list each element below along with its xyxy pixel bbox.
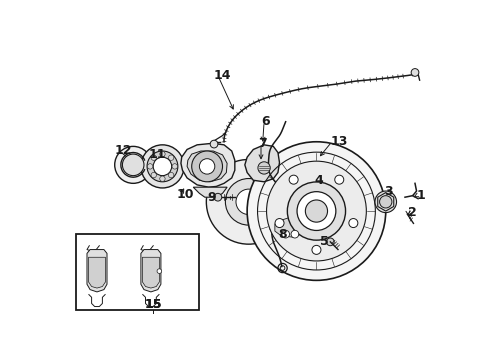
Circle shape [141, 145, 183, 188]
Circle shape [334, 175, 343, 184]
Circle shape [151, 155, 156, 161]
Circle shape [206, 159, 290, 244]
Circle shape [281, 230, 289, 238]
Polygon shape [141, 249, 161, 292]
Polygon shape [181, 143, 234, 187]
Text: 6: 6 [261, 115, 269, 128]
Circle shape [153, 157, 171, 176]
Circle shape [168, 155, 174, 161]
Text: 15: 15 [144, 298, 162, 311]
Circle shape [379, 195, 391, 208]
Polygon shape [270, 210, 305, 242]
Polygon shape [88, 257, 105, 288]
Circle shape [374, 191, 396, 213]
Circle shape [305, 200, 327, 222]
Circle shape [311, 246, 320, 255]
Circle shape [210, 140, 218, 148]
Circle shape [115, 147, 151, 183]
Circle shape [172, 164, 177, 169]
Circle shape [257, 162, 270, 174]
Circle shape [225, 179, 271, 225]
Text: 2: 2 [407, 206, 416, 219]
Polygon shape [244, 145, 279, 182]
Circle shape [410, 69, 418, 76]
Text: 8: 8 [277, 228, 286, 240]
Text: 1: 1 [416, 189, 425, 202]
Circle shape [274, 219, 284, 228]
Text: 12: 12 [115, 144, 132, 157]
Circle shape [236, 189, 261, 215]
Text: 7: 7 [257, 137, 266, 150]
Circle shape [147, 151, 178, 182]
Text: 14: 14 [213, 69, 230, 82]
Circle shape [214, 193, 221, 201]
Polygon shape [274, 217, 302, 237]
Text: 3: 3 [384, 185, 392, 198]
Circle shape [151, 172, 156, 178]
Circle shape [157, 269, 162, 274]
Circle shape [287, 182, 345, 240]
Polygon shape [87, 249, 107, 292]
Circle shape [199, 159, 214, 174]
Text: 5: 5 [319, 235, 327, 248]
Circle shape [296, 192, 335, 230]
Polygon shape [187, 151, 226, 182]
Circle shape [290, 230, 298, 238]
Circle shape [348, 219, 357, 228]
Circle shape [160, 152, 165, 157]
Text: 11: 11 [148, 148, 166, 161]
Circle shape [246, 142, 385, 280]
Text: 4: 4 [314, 174, 323, 187]
Circle shape [168, 172, 174, 178]
Polygon shape [193, 187, 226, 197]
Circle shape [266, 161, 366, 261]
Text: 9: 9 [207, 191, 215, 204]
Bar [76, 234, 199, 310]
Circle shape [326, 238, 333, 246]
Circle shape [122, 154, 143, 176]
Circle shape [160, 176, 165, 181]
Polygon shape [142, 257, 159, 288]
Text: 13: 13 [329, 135, 347, 148]
Text: 15: 15 [144, 298, 162, 311]
Circle shape [147, 164, 153, 169]
Circle shape [288, 175, 298, 184]
Text: 10: 10 [176, 188, 193, 201]
Circle shape [191, 151, 222, 182]
